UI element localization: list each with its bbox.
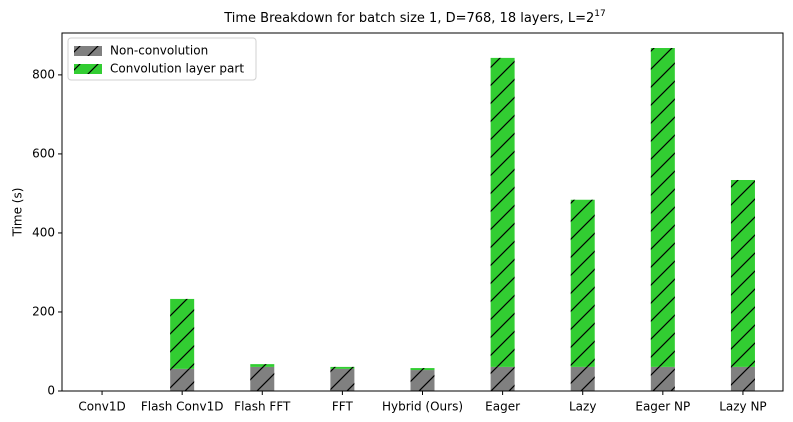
bar-hatch bbox=[730, 366, 755, 391]
legend-label: Convolution layer part bbox=[110, 62, 244, 76]
bar-hatch bbox=[250, 366, 275, 391]
bar-hatch bbox=[250, 364, 275, 367]
bar-hatch bbox=[650, 48, 675, 367]
x-tick-label: Hybrid (Ours) bbox=[382, 400, 463, 414]
bar-hatch bbox=[490, 366, 515, 391]
x-tick-label: Lazy bbox=[569, 400, 596, 414]
bar-hatch bbox=[330, 366, 355, 369]
legend-box bbox=[67, 37, 257, 81]
y-tick-label: 400 bbox=[32, 225, 55, 239]
x-tick-label: Eager NP bbox=[635, 400, 690, 414]
x-tick-label: Flash Conv1D bbox=[141, 400, 224, 414]
y-tick-label: 200 bbox=[32, 304, 55, 318]
y-axis-label: Time (s) bbox=[11, 188, 25, 238]
x-tick-label: Eager bbox=[485, 400, 520, 414]
y-tick-label: 800 bbox=[32, 67, 55, 81]
bar-hatch bbox=[170, 368, 195, 391]
bar-hatch bbox=[570, 199, 595, 367]
x-tick-label: Flash FFT bbox=[234, 400, 291, 414]
legend-label: Non-convolution bbox=[110, 44, 208, 58]
y-tick-label: 0 bbox=[47, 384, 55, 398]
bar-hatch bbox=[410, 368, 435, 371]
chart-title: Time Breakdown for batch size 1, D=768, … bbox=[223, 9, 606, 26]
plot-frame bbox=[61, 32, 784, 392]
bar-hatch bbox=[330, 368, 355, 391]
legend-hatch bbox=[74, 64, 102, 74]
bar-hatch bbox=[490, 57, 515, 367]
y-tick-label: 600 bbox=[32, 146, 55, 160]
x-tick-label: Lazy NP bbox=[719, 400, 766, 414]
bar-hatch bbox=[170, 298, 195, 369]
bar-hatch bbox=[570, 366, 595, 391]
x-tick-label: FFT bbox=[332, 400, 354, 414]
x-tick-label: Conv1D bbox=[78, 400, 125, 414]
legend-hatch bbox=[74, 46, 102, 56]
bar-hatch bbox=[730, 179, 755, 367]
bar-hatch bbox=[410, 370, 435, 391]
bar-hatch bbox=[650, 366, 675, 391]
